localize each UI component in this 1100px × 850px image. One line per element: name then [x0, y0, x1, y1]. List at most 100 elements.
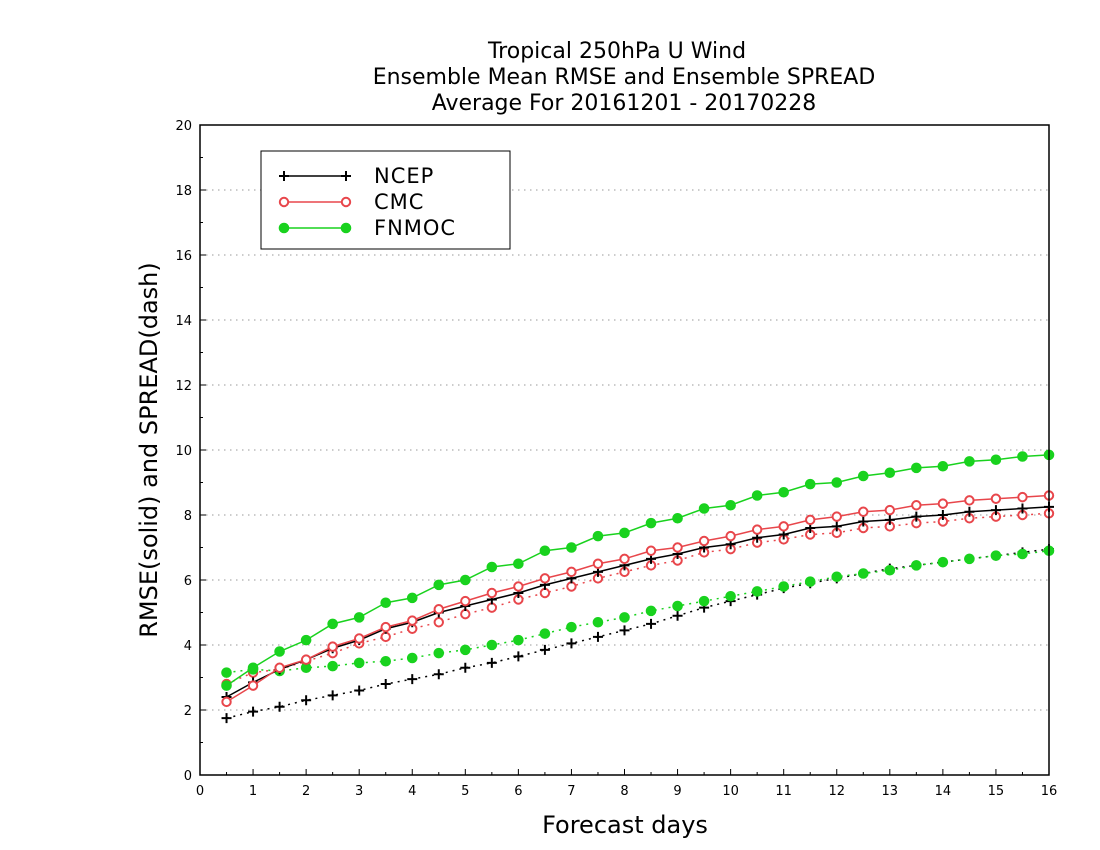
fnmoc-rmse-point: [804, 478, 816, 490]
cmc-rmse-point: [778, 521, 789, 532]
ncep-rmse-point: [990, 505, 1001, 516]
ncep-spread-point: [539, 644, 550, 655]
cmc-rmse-point: [698, 535, 710, 547]
ncep-spread-point: [513, 651, 524, 662]
ncep-rmse-point: [884, 514, 895, 525]
x-axis: 0 1 2 3 4 5 6 7 8 9 10 11 12 13 14 15 16: [196, 769, 1057, 799]
y-axis-label: RMSE(solid) and SPREAD(dash): [135, 262, 163, 638]
x-tick-label: 5: [461, 784, 469, 799]
x-tick-label: 9: [673, 784, 681, 799]
cmc-spread-line: [226, 512, 1050, 685]
legend-marker: [278, 196, 290, 208]
fnmoc-spread-point: [725, 590, 736, 602]
fnmoc-rmse-point: [725, 499, 736, 511]
cmc-rmse-point: [513, 581, 524, 592]
cmc-rmse-point: [353, 633, 365, 644]
legend-marker: [341, 171, 351, 181]
fnmoc-spread-point: [990, 550, 1002, 561]
legend-label: CMC: [374, 190, 424, 214]
fnmoc-rmse-point: [460, 574, 471, 586]
series-fnmoc-spread: [221, 545, 1055, 678]
fnmoc-spread-point: [221, 667, 232, 678]
x-tick-label: 15: [988, 784, 1005, 799]
cmc-rmse-point: [300, 654, 312, 665]
x-tick-label: 1: [249, 784, 257, 799]
legend-item-cmc: CMC: [278, 190, 424, 214]
ncep-spread-point: [354, 685, 365, 696]
ncep-spread-point: [274, 701, 285, 712]
cmc-rmse-point: [1017, 491, 1028, 503]
legend-box: [260, 150, 511, 250]
ncep-spread-point: [460, 662, 471, 673]
cmc-spread-point: [433, 617, 444, 628]
cmc-rmse-point: [221, 696, 232, 708]
x-tick-label: 16: [1041, 784, 1058, 799]
fnmoc-rmse-point: [937, 460, 949, 472]
series-cmc-rmse: [221, 490, 1055, 708]
fnmoc-spread-point: [460, 644, 471, 656]
fnmoc-spread-point: [751, 586, 763, 597]
ncep-spread-point: [486, 657, 497, 668]
fnmoc-spread-point: [619, 612, 630, 623]
ncep-rmse-point: [911, 511, 922, 522]
fnmoc-spread-point: [406, 652, 418, 664]
title-line-1: Tropical 250hPa U Wind: [487, 39, 746, 64]
ncep-spread-point: [221, 713, 232, 724]
legend-marker: [340, 222, 352, 234]
fnmoc-rmse-point: [911, 462, 922, 474]
x-tick-label: 11: [775, 784, 792, 799]
legend-marker: [278, 222, 290, 234]
cmc-rmse-point: [964, 495, 975, 506]
fnmoc-rmse-point: [619, 527, 630, 539]
fnmoc-rmse-point: [566, 542, 577, 553]
y-tick-label: 6: [184, 574, 192, 589]
plot-series: [221, 449, 1055, 724]
fnmoc-rmse-point: [672, 512, 683, 524]
y-tick-label: 12: [175, 379, 192, 394]
x-tick-label: 12: [828, 784, 845, 799]
fnmoc-rmse-point: [964, 456, 975, 467]
fnmoc-rmse-point: [513, 558, 524, 570]
cmc-rmse-point: [672, 542, 683, 553]
fnmoc-rmse-point: [592, 530, 604, 542]
fnmoc-spread-point: [964, 553, 975, 565]
cmc-rmse-point: [884, 504, 896, 516]
cmc-rmse-point: [274, 662, 285, 673]
fnmoc-rmse-point: [1017, 451, 1028, 462]
y-tick-label: 10: [175, 444, 192, 459]
cmc-spread-point: [566, 581, 577, 592]
fnmoc-rmse-point: [221, 680, 232, 691]
y-tick-label: 8: [184, 509, 192, 524]
cmc-spread-point: [486, 602, 498, 613]
x-tick-label: 13: [882, 784, 899, 799]
fnmoc-rmse-point: [698, 503, 710, 514]
ncep-rmse-point: [858, 516, 869, 527]
cmc-rmse-point: [805, 514, 816, 526]
fnmoc-rmse-point: [406, 592, 418, 604]
ncep-spread-point: [433, 669, 444, 680]
fnmoc-spread-point: [672, 600, 683, 612]
x-tick-label: 0: [196, 784, 204, 799]
fnmoc-spread-point: [804, 576, 816, 587]
fnmoc-rmse-point: [274, 646, 285, 657]
ncep-spread-line: [226, 548, 1050, 719]
fnmoc-spread-point: [937, 556, 949, 568]
ncep-spread-point: [672, 610, 683, 621]
cmc-spread-point: [539, 587, 551, 599]
y-tick-label: 18: [175, 184, 192, 199]
fnmoc-rmse-point: [247, 662, 259, 674]
fnmoc-spread-point: [1017, 548, 1028, 560]
cmc-rmse-point: [433, 604, 444, 615]
fnmoc-spread-point: [513, 634, 524, 646]
cmc-rmse-point: [831, 511, 842, 522]
x-axis-label: Forecast days: [542, 811, 708, 839]
cmc-spread-point: [460, 608, 471, 620]
cmc-rmse-point: [486, 587, 498, 599]
legend-marker: [279, 171, 289, 181]
legend-label: FNMOC: [374, 216, 456, 240]
fnmoc-rmse-point: [327, 618, 338, 630]
cmc-rmse-point: [407, 615, 418, 626]
title-line-2: Ensemble Mean RMSE and Ensemble SPREAD: [373, 65, 876, 90]
